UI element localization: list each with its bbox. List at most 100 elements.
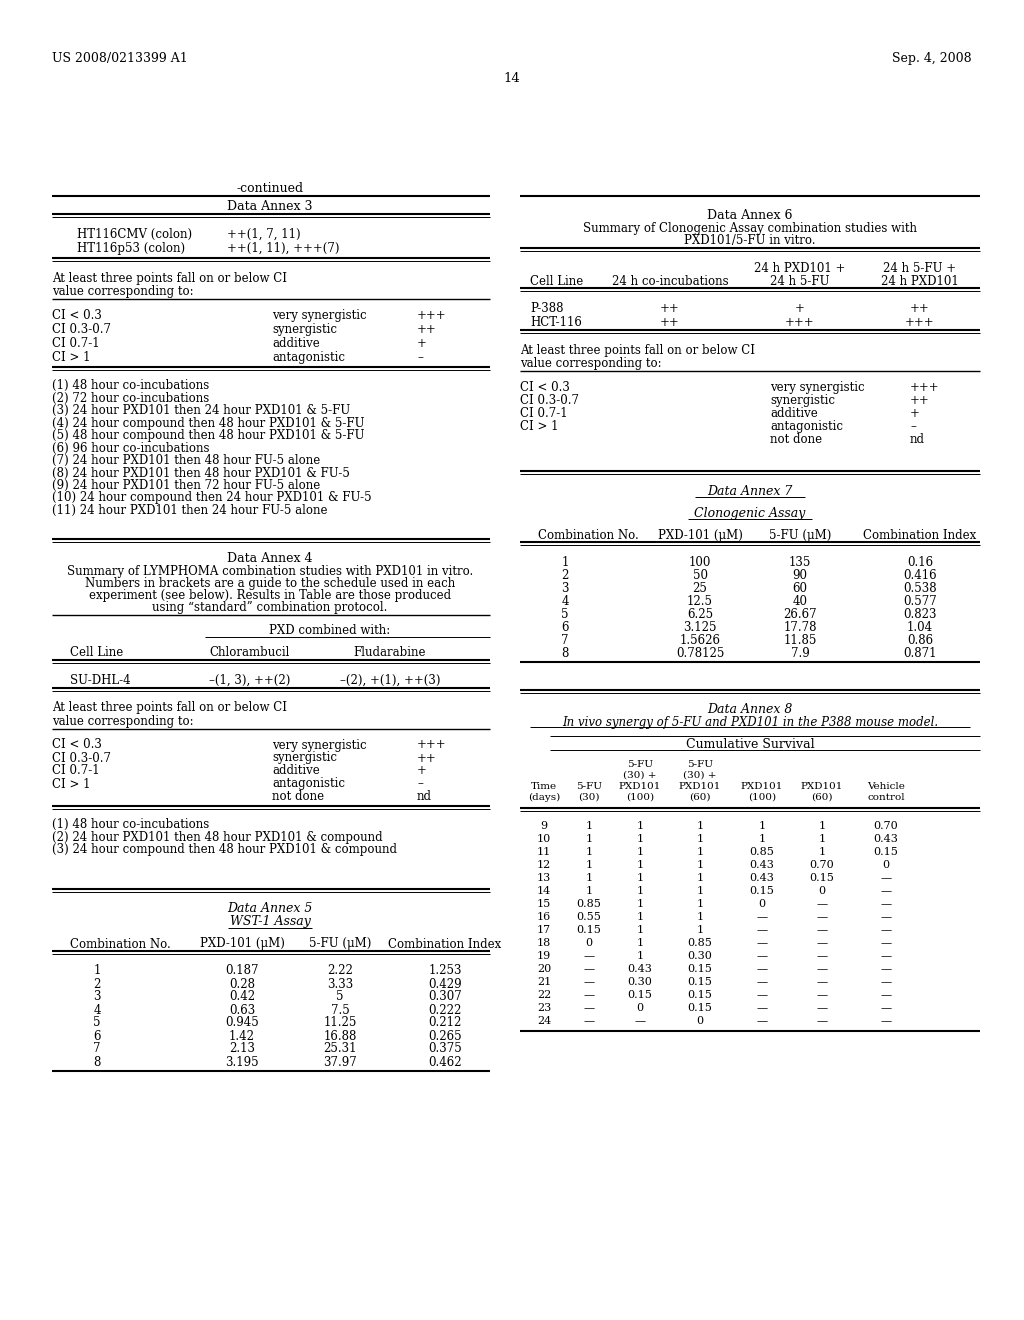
Text: —: — bbox=[881, 912, 892, 921]
Text: Cell Line: Cell Line bbox=[530, 275, 584, 288]
Text: 1: 1 bbox=[759, 821, 766, 832]
Text: 1: 1 bbox=[696, 821, 703, 832]
Text: 0.577: 0.577 bbox=[903, 595, 937, 609]
Text: At least three points fall on or below CI: At least three points fall on or below C… bbox=[52, 272, 287, 285]
Text: 1: 1 bbox=[818, 847, 825, 857]
Text: Combination No.: Combination No. bbox=[538, 529, 639, 543]
Text: 1: 1 bbox=[637, 950, 643, 961]
Text: ++: ++ bbox=[417, 751, 437, 764]
Text: 1: 1 bbox=[637, 861, 643, 870]
Text: (days): (days) bbox=[528, 793, 560, 803]
Text: 0.15: 0.15 bbox=[628, 990, 652, 1001]
Text: 1: 1 bbox=[561, 556, 568, 569]
Text: Cell Line: Cell Line bbox=[70, 647, 123, 660]
Text: 5-FU (μM): 5-FU (μM) bbox=[769, 529, 831, 543]
Text: 20: 20 bbox=[537, 964, 551, 974]
Text: 1: 1 bbox=[637, 821, 643, 832]
Text: experiment (see below). Results in Table are those produced: experiment (see below). Results in Table… bbox=[89, 589, 451, 602]
Text: –: – bbox=[910, 420, 915, 433]
Text: 0.538: 0.538 bbox=[903, 582, 937, 595]
Text: 21: 21 bbox=[537, 977, 551, 987]
Text: —: — bbox=[816, 1016, 827, 1026]
Text: 0: 0 bbox=[818, 886, 825, 896]
Text: 0.86: 0.86 bbox=[907, 634, 933, 647]
Text: 9: 9 bbox=[541, 821, 548, 832]
Text: very synergistic: very synergistic bbox=[272, 309, 367, 322]
Text: 0.265: 0.265 bbox=[428, 1030, 462, 1043]
Text: CI 0.7-1: CI 0.7-1 bbox=[52, 764, 99, 777]
Text: 11.85: 11.85 bbox=[783, 634, 817, 647]
Text: 16: 16 bbox=[537, 912, 551, 921]
Text: —: — bbox=[584, 1016, 595, 1026]
Text: —: — bbox=[881, 1016, 892, 1026]
Text: CI > 1: CI > 1 bbox=[52, 351, 90, 364]
Text: (2) 24 hour PXD101 then 48 hour PXD101 & compound: (2) 24 hour PXD101 then 48 hour PXD101 &… bbox=[52, 830, 383, 843]
Text: —: — bbox=[816, 939, 827, 948]
Text: —: — bbox=[881, 964, 892, 974]
Text: 17: 17 bbox=[537, 925, 551, 935]
Text: not done: not done bbox=[272, 791, 325, 804]
Text: —: — bbox=[816, 964, 827, 974]
Text: +++: +++ bbox=[417, 309, 446, 322]
Text: PXD101: PXD101 bbox=[801, 781, 843, 791]
Text: +++: +++ bbox=[417, 738, 446, 751]
Text: –(2), +(1), ++(3): –(2), +(1), ++(3) bbox=[340, 673, 440, 686]
Text: 4: 4 bbox=[93, 1003, 100, 1016]
Text: 3.125: 3.125 bbox=[683, 620, 717, 634]
Text: 1: 1 bbox=[696, 861, 703, 870]
Text: (30) +: (30) + bbox=[624, 771, 656, 780]
Text: 1: 1 bbox=[637, 939, 643, 948]
Text: 90: 90 bbox=[793, 569, 808, 582]
Text: 17.78: 17.78 bbox=[783, 620, 817, 634]
Text: 7.5: 7.5 bbox=[331, 1003, 349, 1016]
Text: CI < 0.3: CI < 0.3 bbox=[52, 738, 101, 751]
Text: 2.13: 2.13 bbox=[229, 1043, 255, 1056]
Text: Summary of Clonogenic Assay combination studies with: Summary of Clonogenic Assay combination … bbox=[583, 222, 918, 235]
Text: additive: additive bbox=[272, 764, 319, 777]
Text: 0.945: 0.945 bbox=[225, 1016, 259, 1030]
Text: 11: 11 bbox=[537, 847, 551, 857]
Text: Time: Time bbox=[530, 781, 557, 791]
Text: 1: 1 bbox=[818, 834, 825, 843]
Text: 3: 3 bbox=[561, 582, 568, 595]
Text: —: — bbox=[584, 990, 595, 1001]
Text: 1: 1 bbox=[637, 925, 643, 935]
Text: 23: 23 bbox=[537, 1003, 551, 1012]
Text: 0.823: 0.823 bbox=[903, 609, 937, 620]
Text: Data Annex 5: Data Annex 5 bbox=[227, 903, 312, 916]
Text: —: — bbox=[816, 950, 827, 961]
Text: 0.16: 0.16 bbox=[907, 556, 933, 569]
Text: 1: 1 bbox=[696, 925, 703, 935]
Text: 6.25: 6.25 bbox=[687, 609, 713, 620]
Text: ++(1, 11), +++(7): ++(1, 11), +++(7) bbox=[227, 242, 340, 255]
Text: 5: 5 bbox=[93, 1016, 100, 1030]
Text: —: — bbox=[816, 912, 827, 921]
Text: 1: 1 bbox=[586, 834, 593, 843]
Text: 1.04: 1.04 bbox=[907, 620, 933, 634]
Text: 0.222: 0.222 bbox=[428, 1003, 462, 1016]
Text: 1.42: 1.42 bbox=[229, 1030, 255, 1043]
Text: 2.22: 2.22 bbox=[327, 965, 353, 978]
Text: 1: 1 bbox=[696, 847, 703, 857]
Text: —: — bbox=[757, 964, 768, 974]
Text: ++: ++ bbox=[417, 323, 437, 337]
Text: ++(1, 7, 11): ++(1, 7, 11) bbox=[227, 228, 301, 242]
Text: 0.70: 0.70 bbox=[873, 821, 898, 832]
Text: 1: 1 bbox=[696, 886, 703, 896]
Text: 14: 14 bbox=[537, 886, 551, 896]
Text: 0: 0 bbox=[696, 1016, 703, 1026]
Text: CI 0.7-1: CI 0.7-1 bbox=[520, 407, 567, 420]
Text: 0.416: 0.416 bbox=[903, 569, 937, 582]
Text: CI < 0.3: CI < 0.3 bbox=[520, 381, 570, 393]
Text: 1.253: 1.253 bbox=[428, 965, 462, 978]
Text: —: — bbox=[757, 1016, 768, 1026]
Text: —: — bbox=[584, 950, 595, 961]
Text: —: — bbox=[757, 1003, 768, 1012]
Text: WST-1 Assay: WST-1 Assay bbox=[229, 916, 310, 928]
Text: 16.88: 16.88 bbox=[324, 1030, 356, 1043]
Text: 0.307: 0.307 bbox=[428, 990, 462, 1003]
Text: 8: 8 bbox=[561, 647, 568, 660]
Text: (5) 48 hour compound then 48 hour PXD101 & 5-FU: (5) 48 hour compound then 48 hour PXD101… bbox=[52, 429, 365, 442]
Text: CI > 1: CI > 1 bbox=[520, 420, 558, 433]
Text: CI 0.3-0.7: CI 0.3-0.7 bbox=[52, 323, 111, 337]
